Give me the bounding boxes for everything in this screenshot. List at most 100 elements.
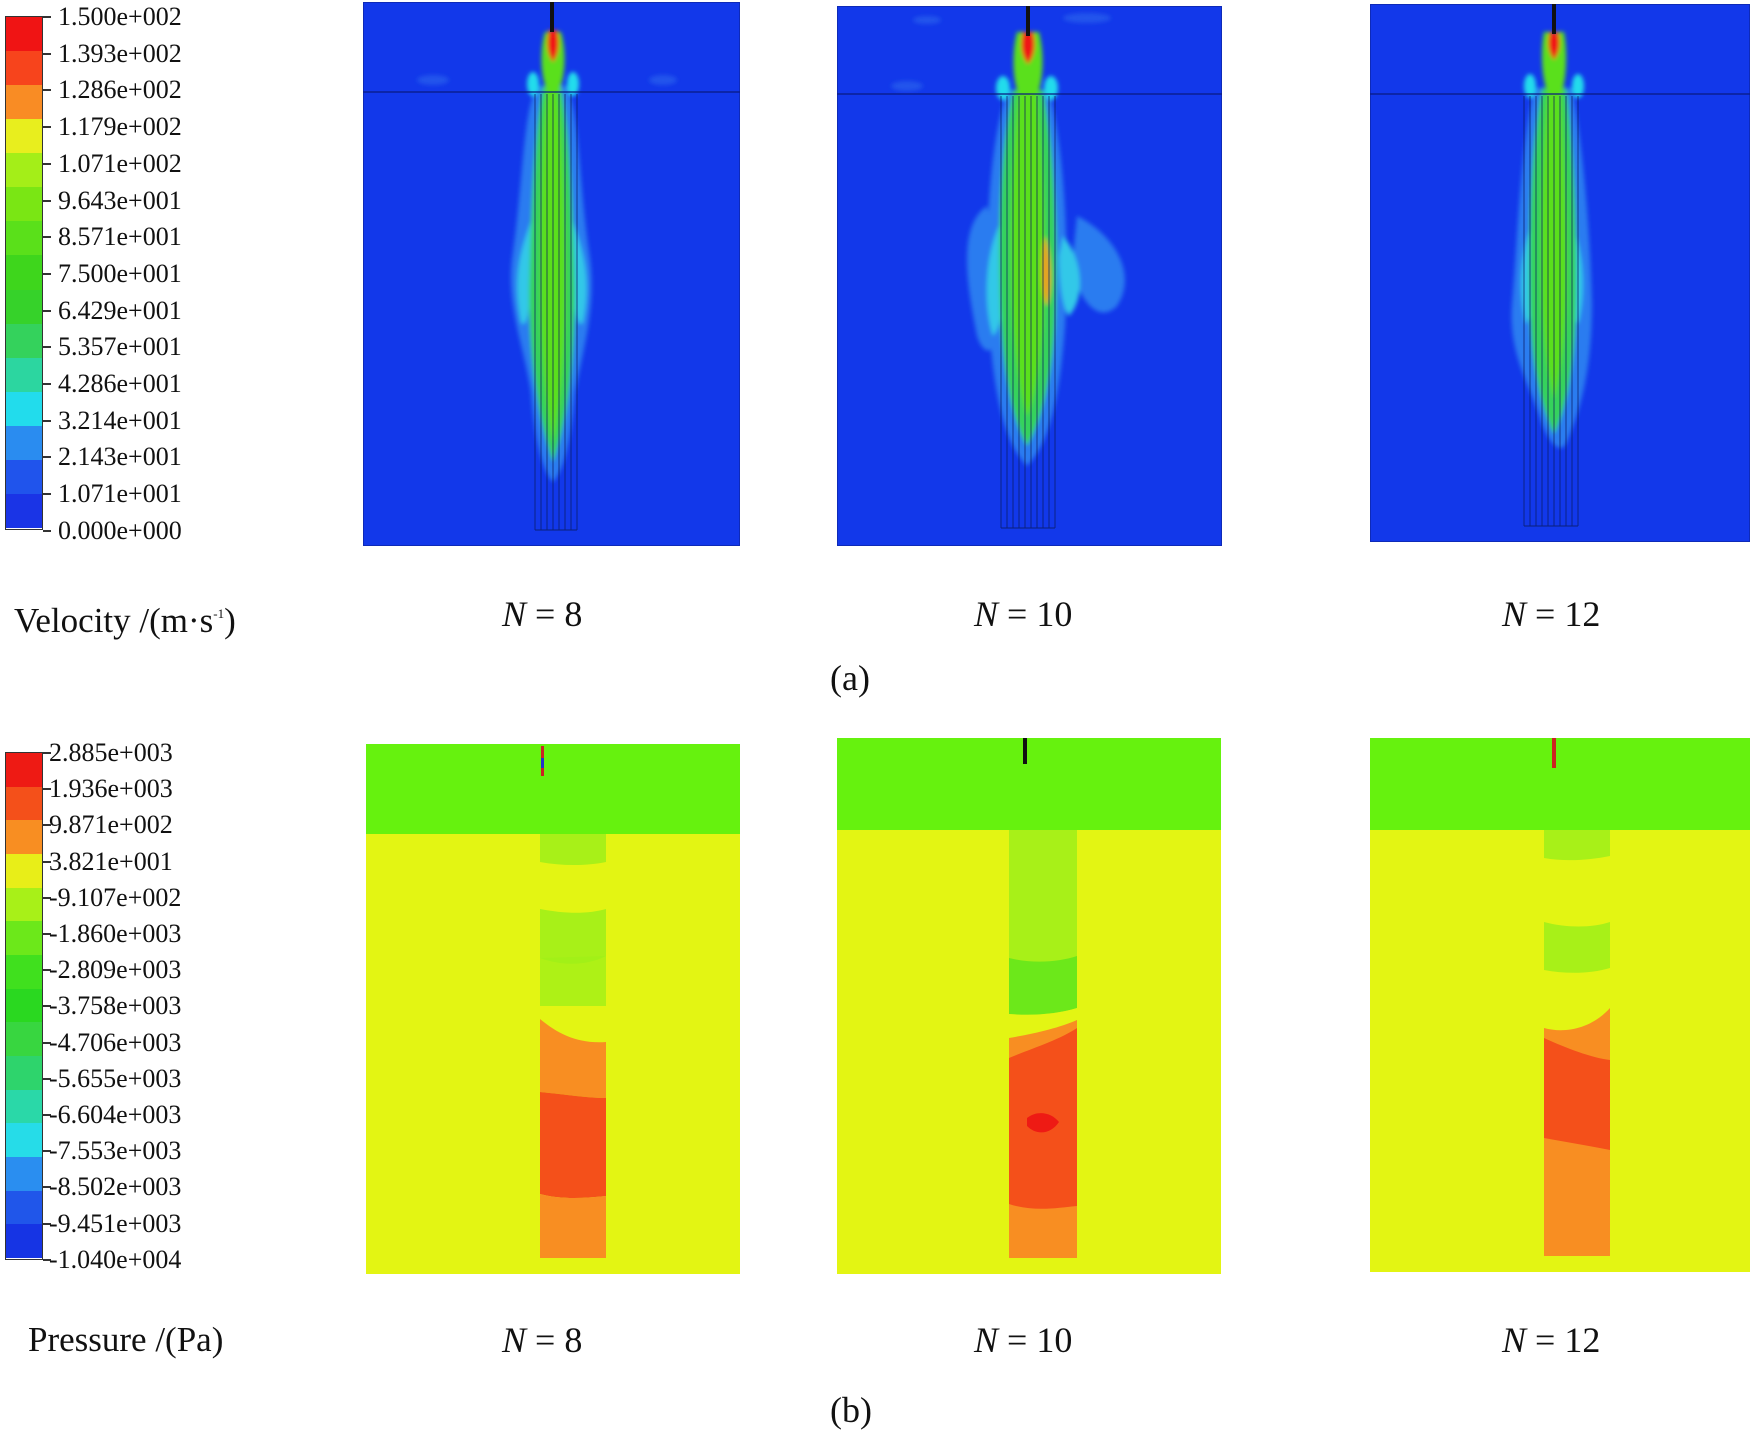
velocity-contour-n8	[363, 2, 740, 546]
legend-swatch	[6, 425, 42, 460]
legend-tick	[43, 788, 51, 790]
legend-swatch	[6, 323, 42, 358]
legend-tick	[43, 89, 51, 91]
legend-tick	[43, 163, 51, 165]
pressure-color-bar	[5, 752, 43, 1260]
legend-swatch	[6, 753, 42, 787]
legend-label: 1.071e+002	[58, 149, 182, 178]
legend-label: 7.500e+001	[58, 259, 182, 288]
case-equals: =	[1526, 1320, 1565, 1360]
velocity-quantity-label: Velocity /(m·s-1)	[14, 594, 236, 641]
case-equals: =	[1526, 594, 1565, 634]
case-variable: N	[974, 594, 999, 634]
legend-tick	[43, 824, 51, 826]
pressure-contour-n10	[837, 738, 1221, 1274]
legend-tick	[43, 53, 51, 55]
velocity-caption-n12: N = 12	[1502, 594, 1600, 634]
case-value: 12	[1564, 594, 1601, 634]
subfigure-label-b: (b)	[830, 1390, 872, 1430]
legend-label: 1.500e+002	[58, 2, 182, 31]
legend-swatch	[6, 119, 42, 154]
legend-swatch	[6, 459, 42, 494]
pressure-caption-n10: N = 10	[974, 1320, 1072, 1360]
legend-swatch	[6, 289, 42, 324]
legend-tick	[43, 200, 51, 202]
legend-label: -8.502e+003	[49, 1172, 182, 1201]
subfigure-label-a: (a)	[830, 658, 870, 698]
case-variable: N	[974, 1320, 999, 1360]
legend-swatch	[6, 921, 42, 955]
legend-tick	[43, 493, 51, 495]
velocity-contour-n10	[837, 6, 1222, 546]
legend-tick	[43, 383, 51, 385]
legend-swatch	[6, 391, 42, 426]
legend-tick	[43, 1223, 51, 1225]
legend-tick	[43, 933, 51, 935]
velocity-title: Velocity /(m·s	[14, 601, 214, 640]
case-variable: N	[1502, 1320, 1527, 1360]
legend-swatch	[6, 493, 42, 528]
velocity-unit-exponent: -1	[213, 606, 225, 621]
legend-swatch	[6, 820, 42, 854]
legend-label: -4.706e+003	[49, 1028, 182, 1057]
legend-swatch	[6, 1123, 42, 1157]
legend-label: -2.809e+003	[49, 955, 182, 984]
legend-label: -6.604e+003	[49, 1100, 182, 1129]
legend-swatch	[6, 887, 42, 922]
legend-label: -1.040e+004	[49, 1245, 182, 1274]
pressure-contour-n8	[366, 744, 740, 1274]
legend-swatch	[6, 1022, 42, 1056]
pressure-quantity-label: Pressure /(Pa)	[28, 1320, 224, 1359]
legend-label: 1.179e+002	[58, 112, 182, 141]
legend-tick	[43, 273, 51, 275]
legend-label: 2.143e+001	[58, 442, 182, 471]
velocity-color-bar	[5, 16, 43, 530]
pressure-contour-n12	[1370, 738, 1750, 1272]
legend-tick	[43, 1078, 51, 1080]
legend-tick	[43, 897, 51, 899]
legend-label: 9.643e+001	[58, 186, 182, 215]
case-value: 8	[564, 594, 583, 634]
case-equals: =	[998, 1320, 1037, 1360]
legend-swatch	[6, 1224, 42, 1258]
legend-tick	[43, 1259, 51, 1261]
legend-swatch	[6, 1190, 42, 1225]
legend-swatch	[6, 954, 42, 989]
legend-swatch	[6, 85, 42, 120]
pressure-caption-n8: N = 8	[502, 1320, 582, 1360]
case-value: 8	[564, 1320, 583, 1360]
legend-label: 5.357e+001	[58, 332, 182, 361]
legend-swatch	[6, 1156, 42, 1191]
legend-tick	[43, 1005, 51, 1007]
legend-label: 6.429e+001	[58, 296, 182, 325]
legend-label: 1.936e+003	[49, 774, 173, 803]
legend-swatch	[6, 357, 42, 392]
legend-tick	[43, 1150, 51, 1152]
legend-tick	[43, 346, 51, 348]
legend-swatch	[6, 153, 42, 188]
legend-swatch	[6, 1055, 42, 1090]
case-equals: =	[526, 594, 565, 634]
legend-label: 3.214e+001	[58, 406, 182, 435]
legend-label: -9.107e+002	[49, 883, 182, 912]
pressure-caption-n12: N = 12	[1502, 1320, 1600, 1360]
legend-label: 3.821e+001	[49, 847, 173, 876]
legend-label: -3.758e+003	[49, 991, 182, 1020]
legend-tick	[43, 456, 51, 458]
legend-swatch	[6, 988, 42, 1023]
legend-swatch	[6, 187, 42, 222]
legend-label: 8.571e+001	[58, 222, 182, 251]
legend-label: -5.655e+003	[49, 1064, 182, 1093]
velocity-caption-n10: N = 10	[974, 594, 1072, 634]
legend-swatch	[6, 786, 42, 821]
legend-tick	[43, 1186, 51, 1188]
velocity-caption-n8: N = 8	[502, 594, 582, 634]
legend-label: 0.000e+000	[58, 516, 182, 545]
velocity-title-close: )	[224, 601, 236, 640]
legend-swatch	[6, 255, 42, 290]
case-value: 10	[1036, 594, 1073, 634]
legend-tick	[43, 236, 51, 238]
legend-tick	[43, 126, 51, 128]
legend-swatch	[6, 853, 42, 888]
legend-label: 1.286e+002	[58, 75, 182, 104]
